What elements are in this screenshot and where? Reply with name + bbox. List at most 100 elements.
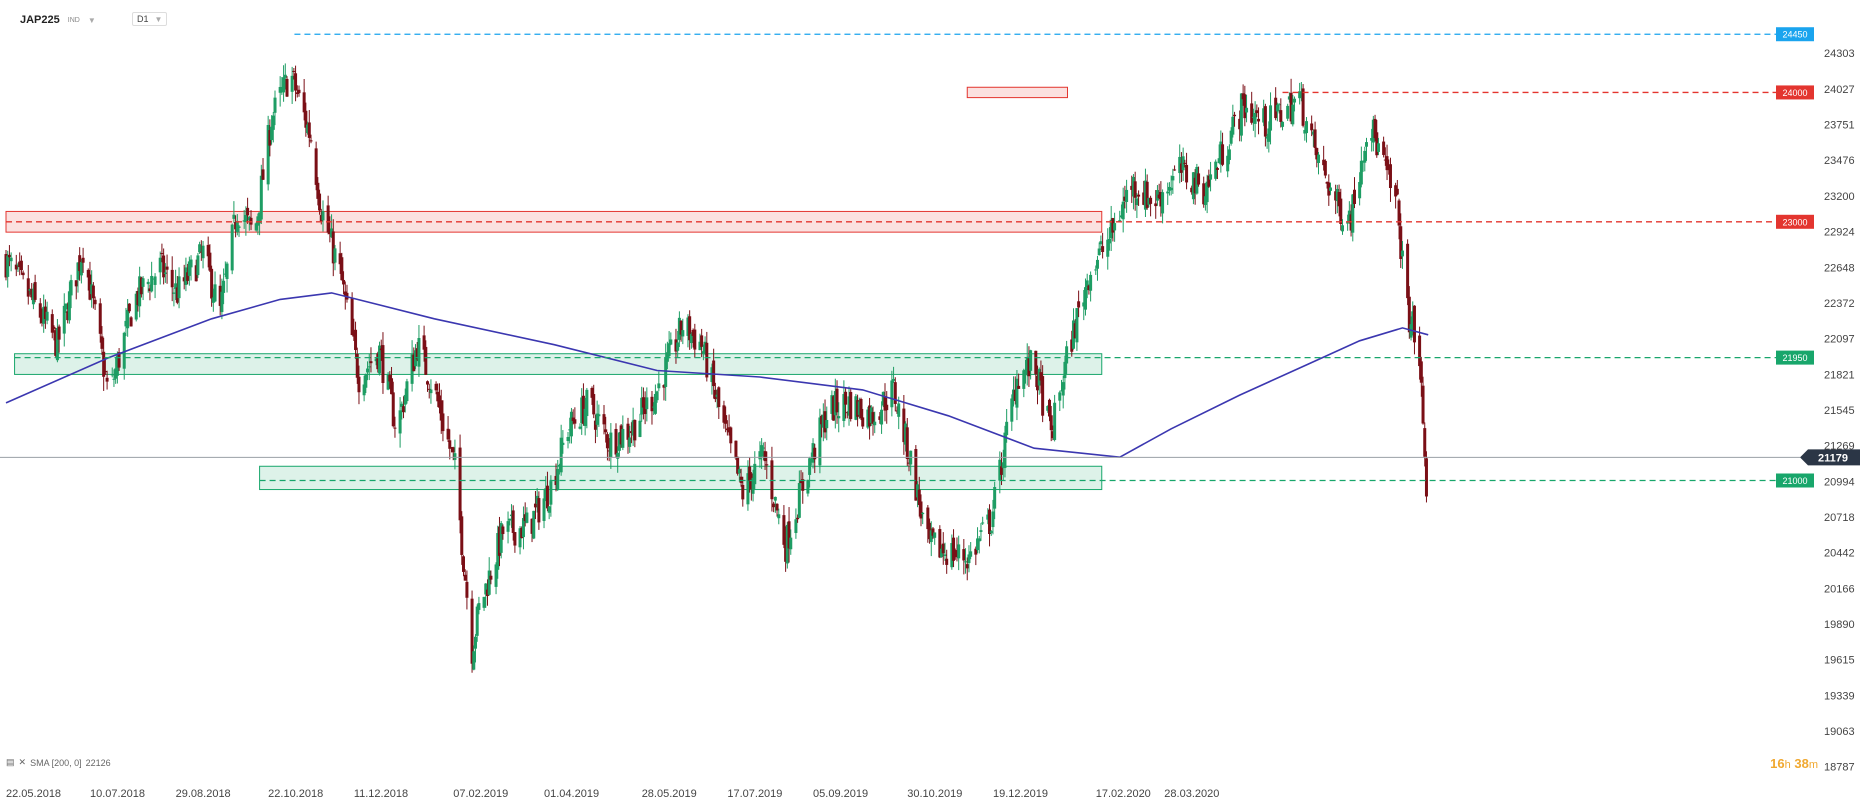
candle-body xyxy=(1094,269,1098,271)
candle-body xyxy=(388,375,392,382)
candle xyxy=(1075,308,1079,351)
candle-body xyxy=(1047,399,1051,417)
candle xyxy=(1239,93,1243,142)
current-price-tag-box xyxy=(1800,449,1860,466)
symbol-dropdown-icon[interactable]: ▼ xyxy=(87,15,96,25)
candle-body xyxy=(969,551,973,557)
candle-body xyxy=(957,544,961,559)
candle xyxy=(1346,214,1350,231)
candle xyxy=(1327,174,1331,206)
y-tick-label: 23751 xyxy=(1824,120,1855,132)
candle-body xyxy=(117,352,121,368)
candle xyxy=(1334,184,1338,215)
candle xyxy=(350,292,354,336)
candle-body xyxy=(1029,350,1033,371)
candle xyxy=(1419,356,1423,397)
level-tag-21950: 21950 xyxy=(1776,350,1814,365)
candle-body xyxy=(770,460,774,500)
candle xyxy=(390,366,394,395)
candle-body xyxy=(367,366,371,368)
candle-body xyxy=(1286,105,1290,119)
candle-body xyxy=(554,475,558,486)
candle-body xyxy=(302,92,306,113)
candle-body xyxy=(653,393,657,414)
candle xyxy=(1161,189,1165,224)
candle xyxy=(1412,305,1416,355)
candle-body xyxy=(261,169,265,180)
candle-body xyxy=(1371,119,1375,143)
candle-body xyxy=(525,512,529,523)
candle-body xyxy=(825,420,829,429)
candle xyxy=(1418,326,1422,380)
candle xyxy=(628,425,632,453)
candle xyxy=(602,405,606,435)
candle-body xyxy=(1383,159,1387,161)
candle xyxy=(775,503,779,517)
candle xyxy=(1301,84,1305,128)
candle xyxy=(258,212,262,236)
candle xyxy=(1311,129,1315,147)
candle-body xyxy=(1335,188,1339,202)
candle-body xyxy=(206,244,210,257)
candle-body xyxy=(813,447,817,460)
candle-body xyxy=(242,220,246,222)
candle-body xyxy=(184,267,188,285)
candle-body xyxy=(962,549,966,561)
candle-body xyxy=(585,389,589,417)
candle-body xyxy=(1041,376,1045,416)
x-tick-label: 01.04.2019 xyxy=(544,788,599,800)
candle xyxy=(1400,241,1404,269)
candle xyxy=(438,383,442,414)
candle xyxy=(1337,184,1341,217)
candle-body xyxy=(1226,155,1230,172)
candle-body xyxy=(1077,301,1081,308)
candle xyxy=(127,303,131,314)
candle xyxy=(19,255,23,275)
candle xyxy=(1359,146,1363,188)
candle-body xyxy=(1233,114,1237,117)
candle-body xyxy=(782,515,786,545)
candle-body xyxy=(201,245,205,259)
candle xyxy=(511,505,515,541)
timer-hours: 16 xyxy=(1770,756,1785,771)
candle-body xyxy=(1253,112,1257,124)
candle-body xyxy=(729,427,733,444)
zone-support xyxy=(259,465,1103,491)
indicator-menu-icon[interactable]: ▤ xyxy=(6,757,15,767)
candle-body xyxy=(1095,259,1099,269)
candle xyxy=(1376,137,1380,156)
candle xyxy=(1159,181,1163,217)
candle-body xyxy=(739,476,743,483)
candle-body xyxy=(556,469,560,490)
x-tick-label: 28.03.2020 xyxy=(1164,788,1219,800)
candle-body xyxy=(688,316,692,341)
candle-body xyxy=(724,415,728,424)
symbol-name[interactable]: JAP225 xyxy=(20,14,60,26)
candle xyxy=(338,241,342,274)
candle-body xyxy=(1205,181,1209,203)
candle-body xyxy=(333,248,337,263)
candle-body xyxy=(127,303,131,312)
candle-body xyxy=(602,414,606,425)
candle xyxy=(1255,104,1259,118)
candle xyxy=(1046,405,1050,413)
candle-body xyxy=(976,538,980,551)
candle xyxy=(1287,92,1291,103)
candle-body xyxy=(1087,285,1091,291)
candle xyxy=(151,278,155,280)
candle-body xyxy=(1243,94,1247,119)
candle-body xyxy=(691,329,695,336)
timeframe-select[interactable]: D1 ▼ xyxy=(132,12,168,26)
candle-body xyxy=(122,332,126,369)
candle xyxy=(689,332,693,349)
candle-body xyxy=(544,488,548,501)
indicator-close-icon[interactable]: ✕ xyxy=(18,757,27,767)
candle-body xyxy=(953,553,957,558)
candle-body xyxy=(873,421,877,426)
candle xyxy=(1178,144,1182,184)
candle xyxy=(1131,174,1135,210)
candle-body xyxy=(1269,105,1273,131)
candle-body xyxy=(55,327,59,361)
candle xyxy=(645,387,649,422)
